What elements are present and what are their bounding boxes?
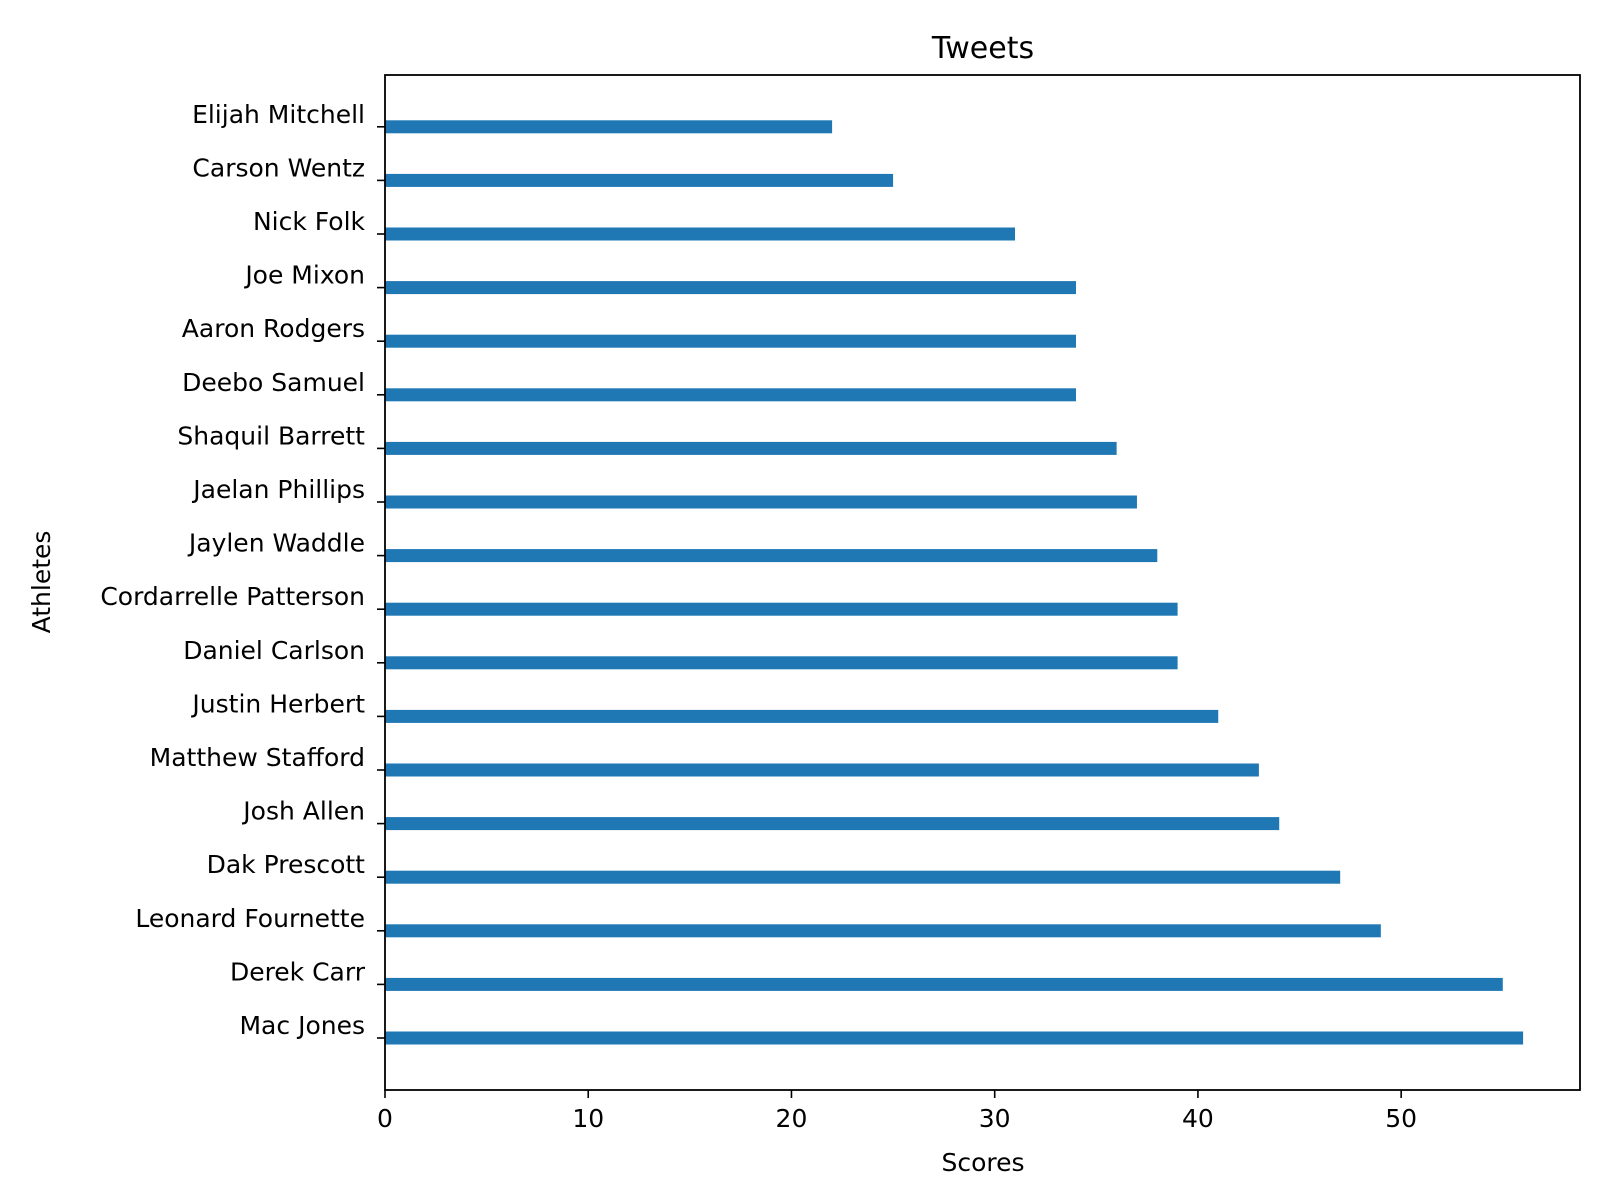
bar-deebo-samuel: [385, 388, 1076, 402]
y-tick-label: Aaron Rodgers: [182, 314, 365, 343]
bar-dak-prescott: [385, 870, 1341, 884]
bar-shaquil-barrett: [385, 441, 1117, 455]
x-tick-label: 10: [572, 1104, 604, 1133]
x-axis-ticks: 0 10 20 30 40 50: [377, 1090, 1417, 1133]
y-tick-label: Jaelan Phillips: [191, 475, 365, 504]
bar-elijah-mitchell: [385, 120, 833, 134]
y-tick-label: Derek Carr: [230, 957, 366, 986]
bar-derek-carr: [385, 977, 1503, 991]
bar-justin-herbert: [385, 709, 1219, 723]
y-tick-label: Joe Mixon: [243, 261, 365, 290]
x-tick-label: 0: [377, 1104, 393, 1133]
bar-joe-mixon: [385, 281, 1076, 295]
x-axis-label: Scores: [941, 1148, 1024, 1177]
plot-frame: [384, 74, 1581, 1091]
x-tick-label: 40: [1182, 1104, 1214, 1133]
bars-group: [385, 120, 1524, 1045]
bar-carson-wentz: [385, 173, 894, 187]
bar-daniel-carlson: [385, 656, 1178, 670]
y-tick-label: Elijah Mitchell: [192, 100, 365, 129]
y-tick-label: Mac Jones: [239, 1011, 365, 1040]
y-tick-label: Nick Folk: [253, 207, 366, 236]
bar-josh-allen: [385, 817, 1280, 831]
y-tick-label: Cordarrelle Patterson: [100, 582, 365, 611]
bar-cordarrelle-patterson: [385, 602, 1178, 616]
y-axis-label: Athletes: [27, 531, 56, 634]
y-axis-ticks: Mac Jones Derek Carr Leonard Fournette Dak …: [100, 100, 385, 1040]
y-tick-label: Dak Prescott: [207, 850, 366, 879]
bar-aaron-rodgers: [385, 334, 1076, 348]
y-tick-label: Jaylen Waddle: [187, 529, 365, 558]
y-tick-label: Shaquil Barrett: [177, 421, 365, 450]
bar-nick-folk: [385, 227, 1016, 241]
bar-mac-jones: [385, 1031, 1524, 1045]
y-tick-label: Carson Wentz: [192, 153, 365, 182]
bar-jaylen-waddle: [385, 549, 1158, 563]
bar-leonard-fournette: [385, 924, 1381, 938]
x-tick-label: 50: [1385, 1104, 1417, 1133]
bar-matthew-stafford: [385, 763, 1259, 777]
bar-jaelan-phillips: [385, 495, 1137, 509]
chart-title: Tweets: [931, 31, 1034, 66]
x-tick-label: 20: [776, 1104, 808, 1133]
y-tick-label: Daniel Carlson: [183, 636, 365, 665]
y-tick-label: Deebo Samuel: [182, 368, 365, 397]
x-tick-label: 30: [979, 1104, 1011, 1133]
y-tick-label: Leonard Fournette: [135, 904, 365, 933]
y-tick-label: Justin Herbert: [190, 689, 365, 718]
y-tick-label: Matthew Stafford: [150, 743, 365, 772]
y-tick-label: Josh Allen: [241, 797, 365, 826]
